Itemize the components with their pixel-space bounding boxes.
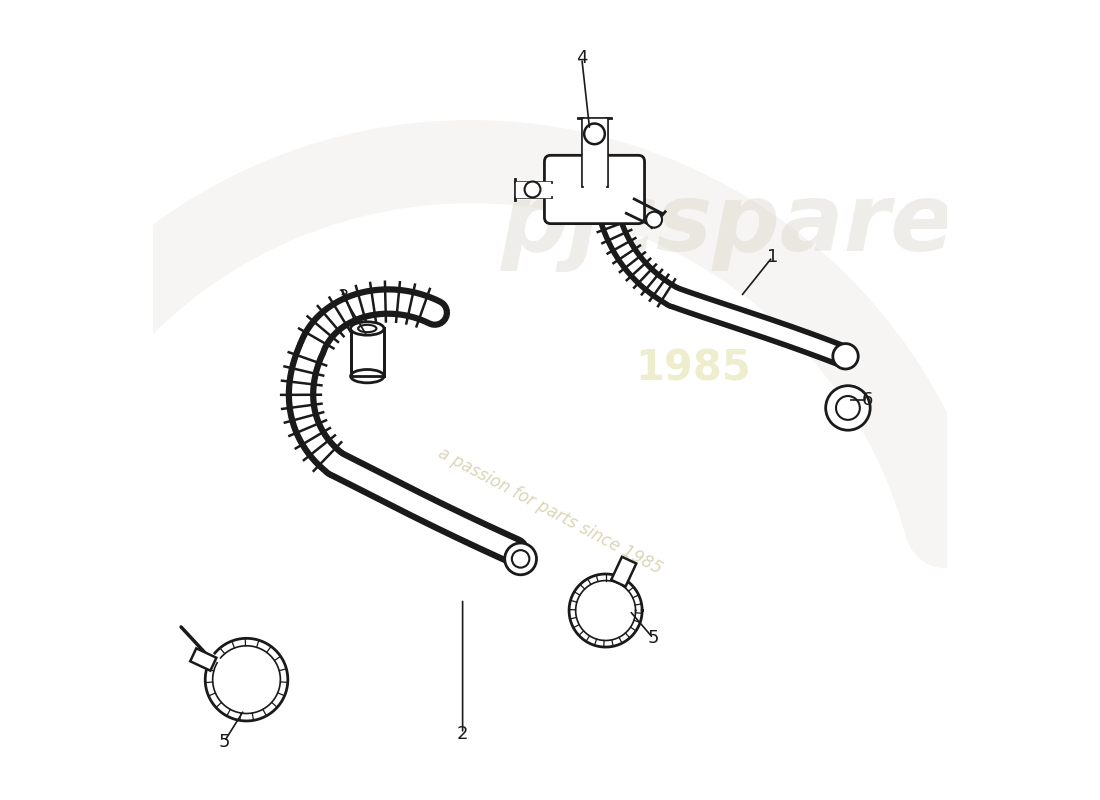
Text: 1: 1 <box>767 248 778 266</box>
Text: pjcspares: pjcspares <box>502 178 1012 272</box>
Text: 3: 3 <box>338 288 349 306</box>
Text: 5: 5 <box>648 630 659 647</box>
Text: 6: 6 <box>862 391 873 409</box>
Text: 2: 2 <box>456 725 469 742</box>
Text: 1985: 1985 <box>635 347 751 390</box>
Circle shape <box>505 543 537 574</box>
FancyBboxPatch shape <box>544 155 645 224</box>
Ellipse shape <box>359 325 376 332</box>
Circle shape <box>833 343 858 369</box>
Circle shape <box>525 182 540 198</box>
Circle shape <box>512 550 529 568</box>
Circle shape <box>836 396 860 420</box>
FancyBboxPatch shape <box>351 329 383 376</box>
Text: 4: 4 <box>576 50 587 67</box>
Polygon shape <box>190 648 217 670</box>
Circle shape <box>584 123 605 144</box>
Circle shape <box>826 386 870 430</box>
Ellipse shape <box>351 370 384 383</box>
Circle shape <box>646 212 662 228</box>
Text: a passion for parts since 1985: a passion for parts since 1985 <box>434 444 666 578</box>
Ellipse shape <box>351 322 384 335</box>
Text: 5: 5 <box>219 733 230 750</box>
Polygon shape <box>612 557 636 586</box>
